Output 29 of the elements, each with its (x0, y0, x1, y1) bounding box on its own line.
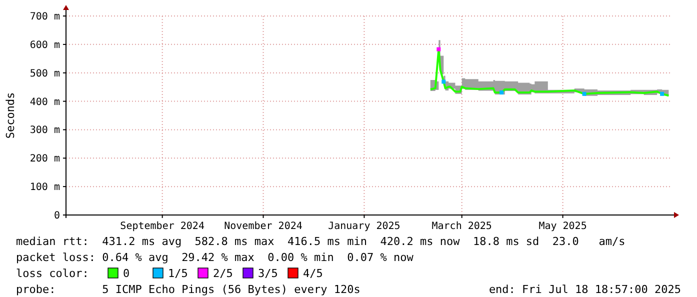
y-tick-label: 600 m (30, 40, 60, 51)
point (660, 92, 664, 96)
text: probe: 5 ICMP Echo Pings (56 Bytes) every 120s (16, 283, 360, 296)
y-tick-label: 200 m (30, 154, 60, 165)
x-tick-label: May 2025 (538, 221, 587, 232)
text: end: Fri Jul 18 18:57:00 2025 (488, 283, 681, 296)
y-tick-label: 400 m (30, 96, 60, 108)
x-tick-label: September 2024 (120, 221, 204, 232)
legend-label: 0 (123, 267, 130, 280)
y-tick-label: 100 m (30, 182, 60, 194)
legend-title: loss color: (16, 267, 89, 280)
y-tick-label: 300 m (30, 125, 60, 136)
y-tick-label: 0 (54, 210, 60, 222)
text: packet loss: 0.64 % avg 29.42 % max 0.00 % min 0.07 % now (16, 251, 414, 264)
y-tick-label: 500 m (30, 68, 60, 80)
x-tick-label: January 2025 (328, 221, 400, 232)
legend-label: 1/5 (168, 267, 188, 280)
text: median rtt: 431.2 ms avg 582.8 ms max 416.5 ms min 420.2 ms now 18.8 ms sd 23.0 am/s (16, 235, 626, 248)
y-tick-label: 700 m (30, 12, 60, 22)
legend-label: 3/5 (258, 267, 278, 280)
point (442, 80, 446, 84)
y-axis-title: Seconds (4, 92, 17, 139)
x-tick-label: March 2025 (432, 221, 492, 232)
point (436, 47, 441, 52)
legend-label: 2/5 (213, 267, 233, 280)
legend-label: 4/5 (303, 267, 323, 280)
x-tick-label: November 2024 (224, 221, 302, 232)
point (582, 92, 586, 96)
point (500, 90, 504, 94)
